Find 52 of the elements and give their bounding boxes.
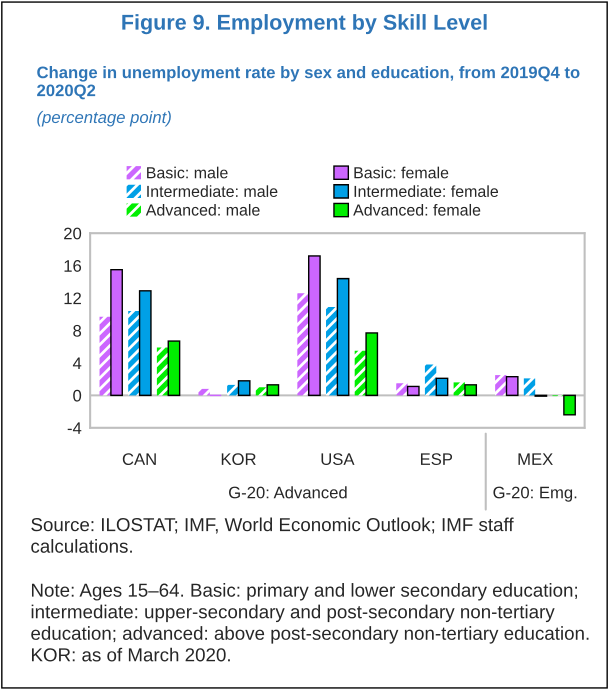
bar bbox=[198, 388, 210, 396]
bar bbox=[464, 384, 478, 396]
legend-label: Advanced: female bbox=[353, 204, 480, 216]
bar bbox=[110, 269, 123, 396]
bar bbox=[266, 384, 280, 396]
text: Note: Ages 15–64. Basic: primary and lower secondary education; intermediate: upper-secondary and post-secondary non-tertiary education; advanced: above post-secondary non-tertiary education. KOR: as of March 2020. bbox=[31, 583, 588, 662]
x-tick-label: MEX bbox=[518, 453, 553, 465]
source-note: Source: ILOSTAT; IMF, World Economic Outlook; IMF staff calculations. bbox=[31, 518, 514, 553]
legend-label: Advanced: male bbox=[146, 204, 260, 216]
x-tick-label: CAN bbox=[122, 453, 156, 466]
y-tick-label: 4 bbox=[72, 358, 82, 369]
y-tick-label: 8 bbox=[73, 324, 82, 337]
bar bbox=[396, 383, 408, 396]
bar bbox=[156, 348, 168, 396]
x-tick-label: ESP bbox=[420, 453, 452, 466]
y-tick-label: 0 bbox=[73, 390, 82, 402]
text: (percentage point) bbox=[37, 110, 171, 126]
bar bbox=[365, 332, 378, 396]
bar bbox=[406, 386, 420, 396]
bar bbox=[168, 340, 180, 396]
bar bbox=[238, 380, 251, 396]
x-tick-label: USA bbox=[322, 453, 354, 466]
bar bbox=[524, 378, 536, 396]
chart-subtitle: Change in unemployment rate by sex and education, from 2019Q4 to 2020Q2 bbox=[37, 66, 580, 100]
bar bbox=[256, 387, 268, 396]
text: G-20: Advanced bbox=[229, 486, 347, 498]
bar bbox=[563, 394, 576, 416]
bar bbox=[495, 375, 507, 396]
y-tick-label: 20 bbox=[64, 228, 82, 240]
bar bbox=[436, 378, 448, 396]
bar bbox=[424, 364, 436, 396]
bar bbox=[227, 384, 238, 396]
chart-title: Figure 9. Employment by Skill Level bbox=[122, 14, 487, 34]
bar bbox=[326, 307, 338, 396]
y-tick-label: 16 bbox=[64, 260, 82, 272]
legend-label: Intermediate: male bbox=[147, 185, 278, 198]
legend-label: Basic: female bbox=[354, 166, 448, 178]
bar bbox=[454, 382, 465, 396]
x-tick-label: KOR bbox=[222, 453, 256, 466]
text: G-20: Emg. bbox=[493, 486, 576, 502]
bar bbox=[354, 350, 366, 396]
bar bbox=[506, 376, 519, 396]
bar bbox=[100, 316, 111, 396]
legend-label: Basic: male bbox=[147, 166, 228, 178]
bar bbox=[308, 255, 321, 396]
bar bbox=[297, 293, 309, 396]
bar bbox=[128, 311, 140, 396]
legend-label: Intermediate: female bbox=[354, 185, 498, 198]
bar bbox=[138, 290, 152, 396]
bar bbox=[336, 278, 350, 396]
y-tick-label: 12 bbox=[64, 292, 81, 304]
y-tick-label: -4 bbox=[68, 422, 82, 434]
